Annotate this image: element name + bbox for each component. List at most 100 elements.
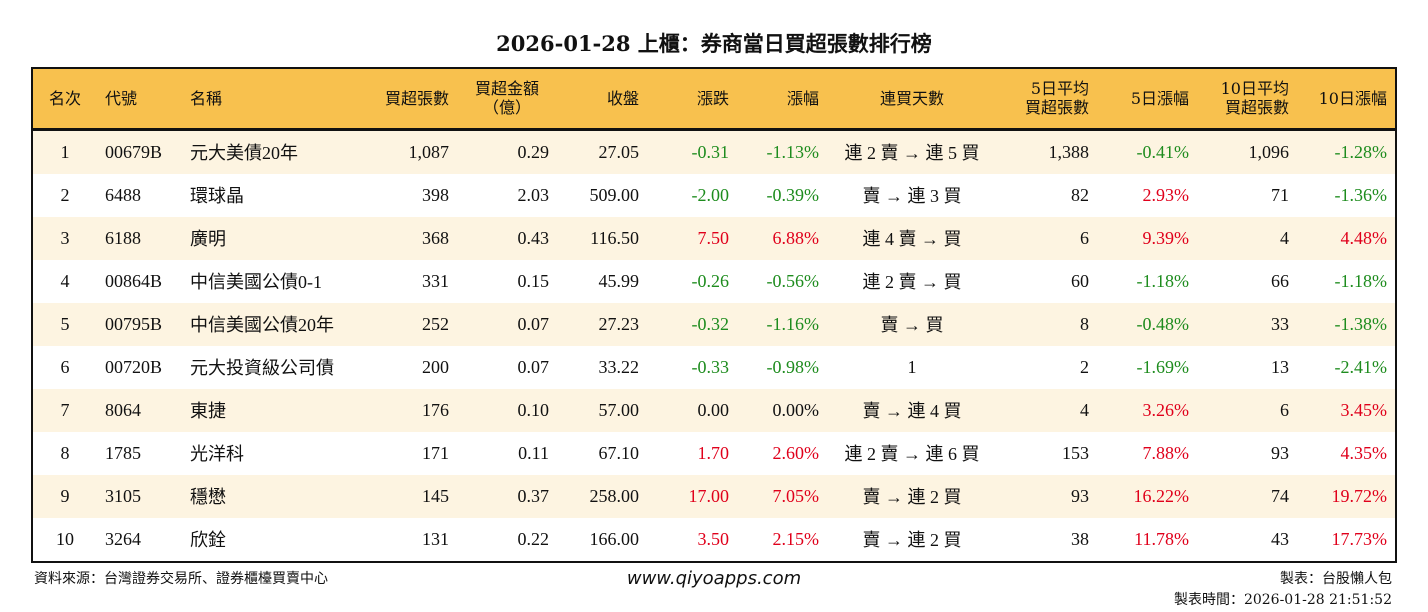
cell-close: 45.99 [598,270,640,291]
cell-change: 1.70 [697,442,730,463]
table-row: 8 1785 光洋科 171 0.11 67.10 1.70 2.60% 連 2 賣 → 連 6… [33,432,1395,475]
header-avg10-lots: 10日平均 買超張數 [1220,79,1289,118]
generated-time: 製表時間：2026-01-28 21:51:52 [1173,592,1392,608]
cell-net-buy-lots: 331 [422,270,449,291]
cell-pct5: 9.39% [1142,227,1190,248]
cell-consecutive-days: 賣 → 連 3 買 [862,186,962,206]
cell-avg5-lots: 8 [1080,313,1089,334]
cell-avg5-lots: 60 [1071,270,1089,291]
cell-close: 116.50 [590,227,639,248]
header-pct5: 5日漲幅 [1130,88,1189,108]
cell-close: 33.22 [598,356,640,377]
cell-net-buy-amount: 0.11 [518,442,549,463]
cell-change: 7.50 [697,227,730,248]
cell-net-buy-lots: 398 [422,184,449,205]
cell-close: 258.00 [589,485,640,506]
cell-rank: 6 [60,356,70,377]
cell-rank: 9 [60,485,70,506]
cell-avg5-lots: 6 [1080,227,1089,248]
cell-pct10: -1.28% [1334,141,1388,162]
cell-change-pct: -1.13% [766,141,820,162]
cell-pct5: 16.22% [1133,485,1190,506]
cell-pct5: 2.93% [1142,184,1190,205]
table-row: 9 3105 穩懋 145 0.37 258.00 17.00 7.05% 賣 → 連 2 買 9… [33,474,1395,518]
table-row: 10 3264 欣銓 131 0.22 166.00 3.50 2.15% 賣 → 連 2 買 3… [33,518,1395,561]
cell-rank: 5 [60,313,70,334]
cell-rank: 4 [60,270,70,291]
cell-code: 1785 [105,442,141,463]
table-row: 3 6188 廣明 368 0.43 116.50 7.50 6.88% 連 4 賣 → 買 6 9… [33,216,1395,260]
header-code: 代號 [105,88,138,108]
cell-net-buy-amount: 0.10 [517,399,550,420]
cell-avg5-lots: 82 [1071,184,1089,205]
cell-consecutive-days: 連 2 賣 → 連 6 買 [844,444,980,464]
cell-change: -0.31 [691,141,730,162]
cell-avg5-lots: 2 [1080,356,1089,377]
cell-change: 17.00 [688,485,730,506]
website-link[interactable]: www.qiyoapps.com [626,568,802,589]
table-row: 2 6488 環球晶 398 2.03 509.00 -2.00 -0.39% 賣 → 連 3 … [33,174,1395,217]
cell-close: 166.00 [589,528,640,549]
cell-pct5: -1.69% [1136,356,1190,377]
cell-consecutive-days: 賣 → 連 4 買 [862,401,962,421]
cell-code: 6188 [105,227,141,248]
cell-avg10-lots: 43 [1271,528,1289,549]
cell-change-pct: -1.16% [766,313,820,334]
cell-net-buy-amount: 0.15 [517,270,550,291]
cell-close: 27.05 [598,141,640,162]
cell-name: 環球晶 [190,186,244,206]
cell-pct10: -1.36% [1334,184,1388,205]
table-row: 4 00864B 中信美國公債0-1 331 0.15 45.99 -0.26 -0.56% 連… [33,260,1395,303]
cell-name: 元大美債20年 [190,143,298,163]
cell-name: 廣明 [190,229,226,249]
cell-pct10: -1.18% [1334,270,1388,291]
cell-pct10: 4.35% [1340,442,1388,463]
cell-change-pct: -0.56% [766,270,820,291]
cell-net-buy-amount: 0.22 [517,528,550,549]
cell-net-buy-amount: 2.03 [517,184,550,205]
cell-avg10-lots: 6 [1280,399,1289,420]
cell-change: -0.26 [691,270,730,291]
cell-net-buy-lots: 176 [422,399,449,420]
cell-rank: 3 [60,227,70,248]
cell-rank: 1 [60,141,70,162]
header-name: 名稱 [190,88,223,108]
header-pct10: 10日漲幅 [1318,88,1387,108]
cell-name: 中信美國公債0-1 [190,272,322,292]
cell-name: 中信美國公債20年 [190,315,334,335]
cell-consecutive-days: 1 [907,356,917,377]
cell-pct5: 3.26% [1142,399,1190,420]
cell-avg10-lots: 13 [1271,356,1289,377]
cell-close: 67.10 [598,442,640,463]
header-rank: 名次 [48,88,81,108]
table-header: 名次 代號 名稱 買超張數 買超金額 （億） 收盤 漲跌 漲幅 連買天數 5日平均 買超張數 5日漲… [33,69,1395,129]
cell-avg5-lots: 4 [1080,399,1089,420]
cell-avg5-lots: 1,388 [1048,141,1090,162]
cell-net-buy-amount: 0.37 [517,485,550,506]
cell-change-pct: 2.15% [772,528,820,549]
cell-code: 00795B [105,313,163,334]
cell-avg5-lots: 38 [1071,528,1089,549]
cell-pct10: -1.38% [1334,313,1388,334]
cell-consecutive-days: 賣 → 連 2 買 [862,530,962,550]
cell-avg10-lots: 66 [1271,270,1289,291]
ranking-table: 名次 代號 名稱 買超張數 買超金額 （億） 收盤 漲跌 漲幅 連買天數 5日平均 買超張數 5日漲… [31,67,1397,563]
cell-net-buy-amount: 0.29 [517,141,550,162]
cell-net-buy-lots: 171 [422,442,449,463]
cell-name: 元大投資級公司債 [190,358,334,378]
cell-avg10-lots: 4 [1280,227,1289,248]
cell-pct5: 7.88% [1142,442,1190,463]
cell-pct10: 19.72% [1331,485,1388,506]
header-change-pct: 漲幅 [786,88,819,108]
cell-pct10: -2.41% [1334,356,1388,377]
cell-pct5: -0.48% [1136,313,1190,334]
header-consecutive-days: 連買天數 [879,88,944,108]
header-net-buy-lots: 買超張數 [384,88,449,108]
cell-change-pct: 7.05% [772,485,820,506]
cell-consecutive-days: 連 2 賣 → 連 5 買 [844,143,980,163]
cell-pct10: 4.48% [1340,227,1388,248]
table-row: 5 00795B 中信美國公債20年 252 0.07 27.23 -0.32 -1.16% 賣… [33,302,1395,346]
table-row: 6 00720B 元大投資級公司債 200 0.07 33.22 -0.33 -0.98% 1 2… [33,346,1395,389]
cell-net-buy-amount: 0.43 [517,227,550,248]
cell-pct5: -1.18% [1136,270,1190,291]
